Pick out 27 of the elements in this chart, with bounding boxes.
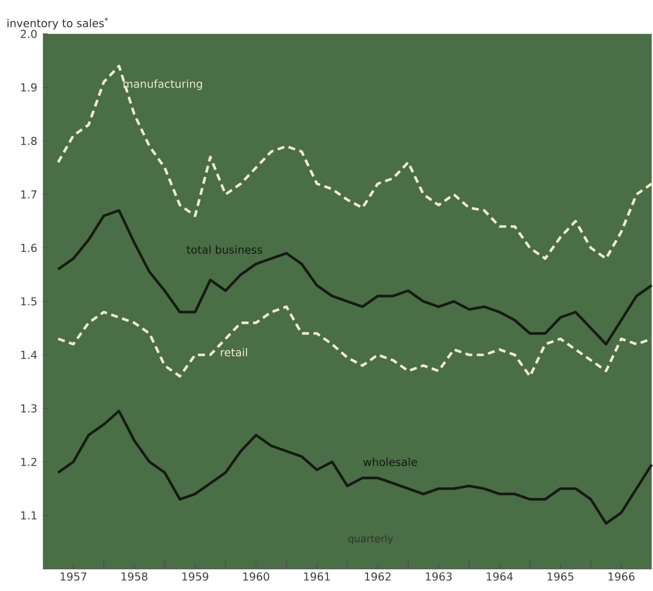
- y-tick-label: 1.3: [21, 404, 37, 413]
- y-tick-label: 1.8: [21, 136, 37, 146]
- x-tick-label: 1966: [608, 572, 634, 581]
- x-tick-label: 1963: [426, 572, 452, 581]
- x-tick-label: 1958: [122, 572, 148, 581]
- y-tick-label: 1.5: [21, 297, 36, 306]
- y-tick-label: 1.9: [21, 83, 37, 92]
- line-series: [56, 64, 653, 260]
- x-tick-label: 1960: [243, 572, 270, 581]
- annotation: quarterly: [348, 534, 394, 544]
- y-tick-label: 1.7: [21, 190, 36, 198]
- y-tick-label: 1.2: [21, 458, 36, 466]
- x-tick-label: 1965: [548, 572, 574, 581]
- x-tick-label: 1957: [60, 572, 86, 581]
- x-tick-label: 1959: [182, 572, 208, 581]
- x-tick-label: 1962: [365, 572, 391, 581]
- y-tick-label: 1.1: [21, 511, 36, 520]
- x-tick-label: 1961: [304, 572, 330, 581]
- series-label: wholesale: [363, 458, 417, 466]
- x-tick-label: 1964: [486, 572, 513, 581]
- y-axis-title: inventory to sales$^{*}$: [8, 18, 108, 30]
- y-tick-label: 2.0: [20, 30, 37, 38]
- series-label: total business: [186, 245, 262, 254]
- series-label: retail: [220, 348, 247, 357]
- y-tick-label: 1.4: [21, 350, 37, 359]
- y-tick-label: 1.6: [21, 244, 37, 252]
- series-label: manufacturing: [124, 80, 202, 90]
